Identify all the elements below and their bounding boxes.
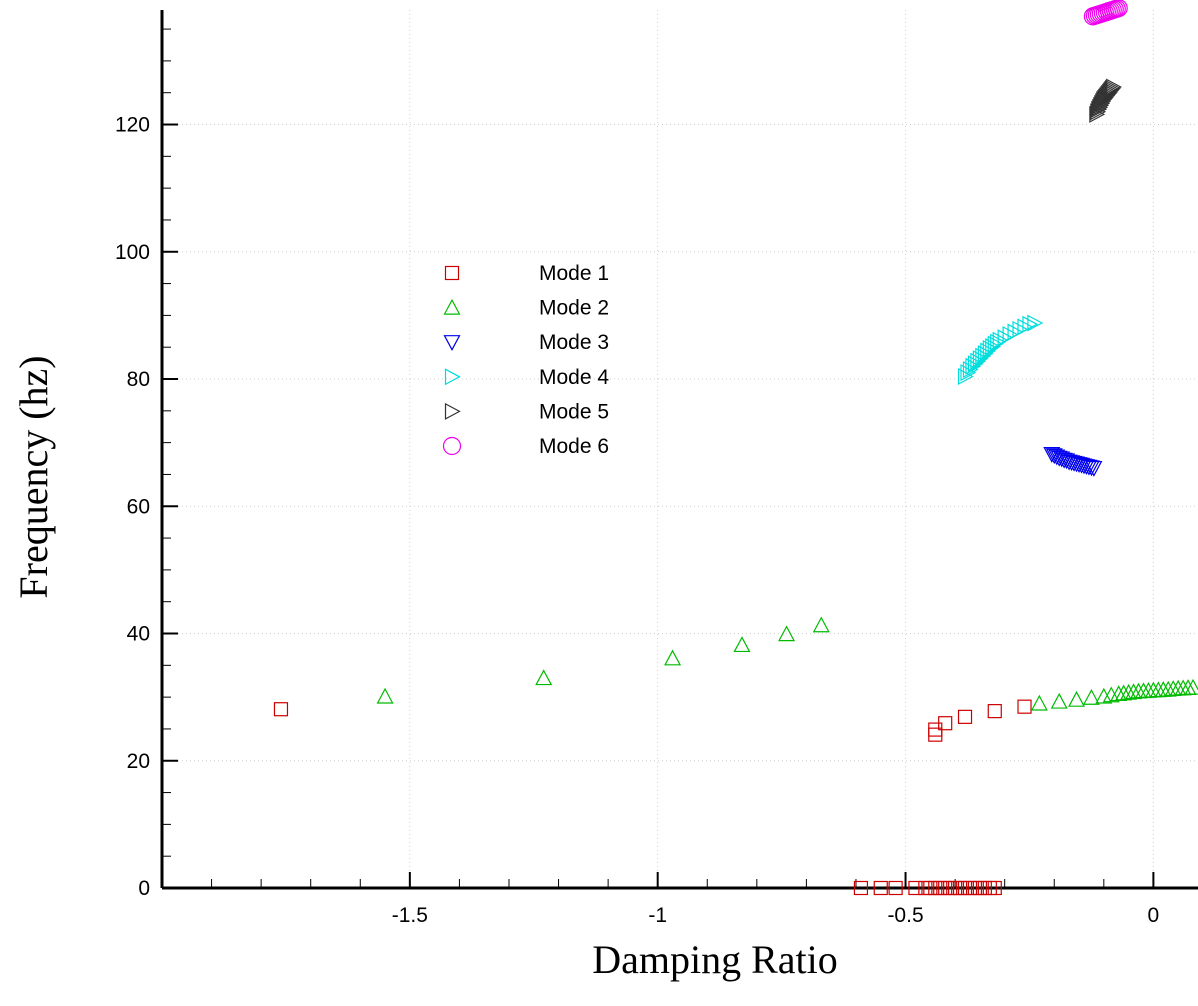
data-point [1027,314,1044,332]
series-2 [376,616,1198,711]
y-tick-label: 120 [115,114,150,137]
data-point [1109,0,1128,18]
legend-label: Mode 1 [539,262,609,285]
legend-label: Mode 4 [539,366,609,389]
y-tick-label: 40 [127,623,150,646]
data-point [1065,455,1083,472]
data-point [1159,680,1177,697]
legend-marker [444,402,461,420]
data-point [1070,457,1088,474]
data-point [1058,453,1076,470]
x-tick-label: -0.5 [887,904,923,927]
legend-label: Mode 2 [539,297,609,320]
data-point [1101,84,1118,102]
data-point [853,880,869,896]
data-point [1105,79,1122,97]
data-point [733,636,751,653]
legend-marker [442,436,462,456]
data-point [1080,459,1098,476]
data-point [957,709,973,724]
data-point [938,716,953,731]
minor-ticks [162,28,1105,888]
data-point [1115,684,1133,701]
legend-label: Mode 3 [539,331,609,354]
data-point [1184,678,1198,695]
legend-label: Mode 6 [539,435,609,458]
data-point [908,880,923,896]
data-point [1060,454,1078,471]
x-axis-title: Damping Ratio [592,937,838,982]
x-tick-label: -1.5 [392,904,428,927]
data-point [1104,81,1121,99]
data-point [1110,685,1128,702]
data-point [1030,694,1048,711]
legend-marker [444,368,461,386]
legend-label: Mode 5 [539,400,609,423]
data-point [1100,86,1117,104]
y-tick-label: 0 [138,877,150,900]
data-point [376,687,394,704]
data-point [1012,320,1029,338]
data-points [273,0,1198,896]
data-point [888,880,903,896]
data-point [1085,460,1103,477]
data-point [535,669,553,686]
legend: Mode 1 Mode 2 Mode 3 Mode 4 Mode 5 Mode 6 [442,262,609,458]
data-point [1022,315,1039,333]
data-point [987,880,1002,896]
y-tick-label: 80 [127,368,150,391]
data-point [1102,83,1119,101]
data-point [1050,692,1068,709]
data-point [812,616,830,633]
data-point [1017,318,1034,336]
data-point [1095,687,1113,704]
series-3 [1043,446,1103,477]
data-point [1082,688,1100,705]
data-point [1120,683,1138,700]
series-6 [1083,0,1128,26]
data-point [1075,458,1093,475]
data-point [1017,699,1032,714]
legend-marker [443,298,461,315]
grid [162,10,1198,888]
data-point [1063,455,1081,472]
data-point [778,625,796,642]
legend-marker [443,335,461,351]
data-point [1103,82,1120,100]
y-tick-label: 20 [127,750,150,773]
data-point [1102,686,1120,703]
legend-marker [444,265,460,281]
y-tick-label: 60 [127,495,150,518]
tick-labels: 0 20 40 60 80 100 120 -1.5 -1 -0.5 0 [115,114,1159,927]
x-tick-label: 0 [1148,904,1160,927]
series-4 [957,314,1044,385]
y-tick-label: 100 [115,241,150,264]
series-1 [273,699,1032,896]
data-point [1082,460,1100,477]
data-point [1055,452,1073,469]
data-point [1077,459,1095,475]
data-point [873,880,888,896]
data-point [1068,456,1086,473]
data-point [664,649,682,666]
data-point [1073,457,1091,474]
data-point [1068,690,1086,707]
data-point [1125,683,1143,700]
x-tick-label: -1 [648,904,667,927]
data-point [1106,78,1123,96]
data-point [987,704,1002,719]
y-axis-title: Frequency (hz) [11,355,56,598]
data-point [273,702,289,717]
series-5 [1089,78,1123,123]
